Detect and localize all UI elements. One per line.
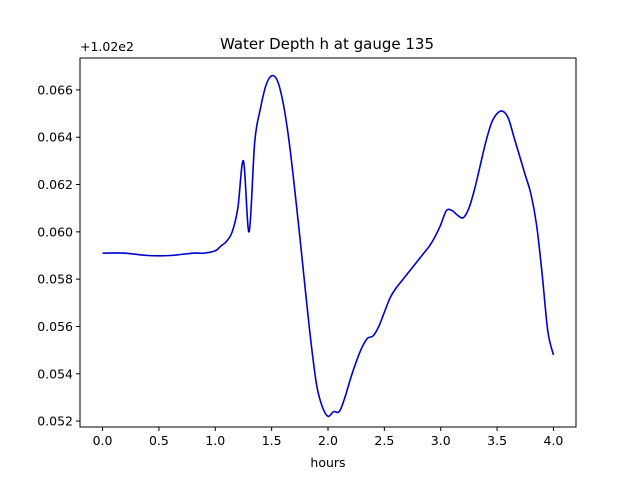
x-tick-label: 3.0 bbox=[431, 433, 451, 448]
x-tick-label: 3.5 bbox=[487, 433, 507, 448]
x-tick-label: 0.0 bbox=[93, 433, 113, 448]
y-tick-label: 0.058 bbox=[37, 272, 73, 287]
y-tick-label: 0.054 bbox=[37, 366, 73, 381]
y-tick-label: 0.066 bbox=[37, 82, 73, 97]
y-tick-label: 0.062 bbox=[37, 177, 73, 192]
y-tick-label: 0.064 bbox=[37, 130, 73, 145]
y-tick-label: 0.056 bbox=[37, 319, 73, 334]
x-tick-label: 4.0 bbox=[544, 433, 564, 448]
y-tick-label: 0.052 bbox=[37, 414, 73, 429]
x-tick-label: 2.5 bbox=[374, 433, 394, 448]
x-tick-label: 1.5 bbox=[262, 433, 282, 448]
y-offset-label: +1.02e2 bbox=[80, 39, 134, 54]
x-axis-label: hours bbox=[310, 455, 345, 470]
ticks: 0.0 0.5 1.0 1.5 2.0 2.5 3.0 3.5 4.0 0.052 0.054 0.0… bbox=[37, 82, 563, 448]
x-tick-label: 0.5 bbox=[149, 433, 169, 448]
y-tick-label: 0.060 bbox=[37, 224, 73, 239]
chart-title: Water Depth h at gauge 135 bbox=[220, 35, 434, 53]
series-line bbox=[102, 74, 555, 418]
plot-frame bbox=[79, 57, 577, 428]
x-tick-label: 1.0 bbox=[205, 433, 225, 448]
x-tick-label: 2.0 bbox=[318, 433, 338, 448]
